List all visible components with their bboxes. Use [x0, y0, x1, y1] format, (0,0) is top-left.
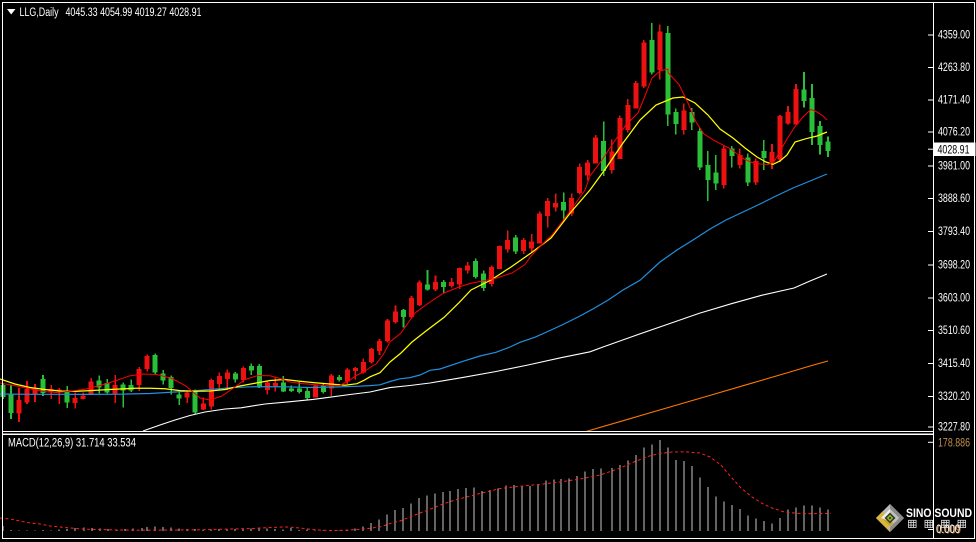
svg-text:MACD(12,26,9) 31.714 33.534: MACD(12,26,9) 31.714 33.534: [8, 438, 136, 450]
svg-text:4028.91: 4028.91: [938, 145, 970, 157]
svg-text:3981.00: 3981.00: [938, 160, 970, 172]
svg-text:4263.80: 4263.80: [938, 62, 970, 74]
svg-text:3415.40: 3415.40: [938, 358, 970, 370]
svg-text:SINO SOUND: SINO SOUND: [906, 506, 972, 520]
svg-text:3793.40: 3793.40: [938, 226, 970, 238]
svg-text:4359.00: 4359.00: [938, 30, 970, 42]
svg-text:3320.20: 3320.20: [938, 391, 970, 403]
svg-text:3227.80: 3227.80: [938, 422, 970, 434]
svg-text:3510.60: 3510.60: [938, 325, 970, 337]
svg-text:4171.40: 4171.40: [938, 95, 970, 107]
svg-text:3603.00: 3603.00: [938, 293, 970, 305]
svg-text:0.000: 0.000: [936, 524, 960, 536]
svg-text:3698.20: 3698.20: [938, 260, 970, 272]
svg-text:178.886: 178.886: [938, 438, 970, 450]
svg-text:LLG,Daily 4045.33 4054.99 401: LLG,Daily 4045.33 4054.99 4019.27 4028.9…: [20, 7, 202, 19]
svg-text:4076.20: 4076.20: [938, 127, 970, 139]
svg-text:3888.60: 3888.60: [938, 193, 970, 205]
